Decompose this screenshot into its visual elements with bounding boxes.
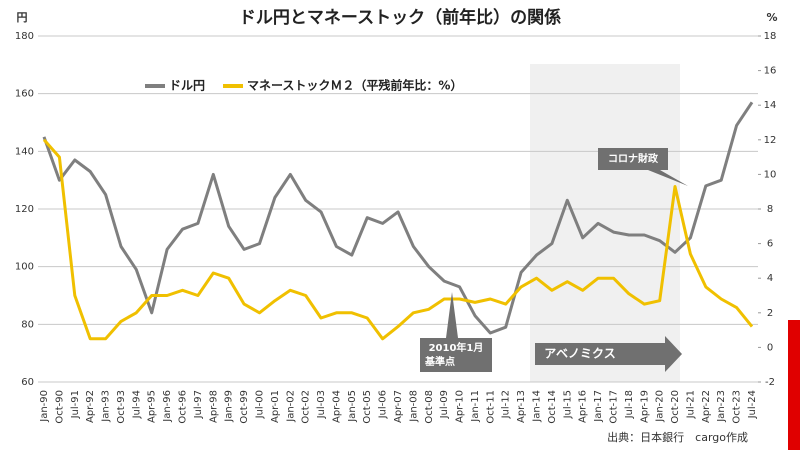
x-tick-label: Jul-03 [316, 390, 327, 419]
x-tick-label: Jul-24 [747, 390, 758, 419]
y2-tick-label: 6 [767, 239, 773, 250]
y-tick-label: 160 [15, 89, 34, 100]
y2-tick-label: -2 [765, 377, 775, 388]
x-tick-label: Jul-21 [685, 390, 696, 419]
x-tick-label: Jul-12 [501, 390, 512, 419]
x-tick-label: Jan-90 [39, 390, 50, 423]
y2-tick-label: 0 [767, 342, 773, 353]
base-point-label: 2010年1月 [429, 341, 484, 354]
x-tick-label: Oct-96 [178, 390, 189, 424]
corona-callout [598, 148, 688, 186]
x-tick-label: Apr-04 [331, 390, 342, 423]
x-tick-label: Jan-11 [470, 390, 481, 423]
x-tick-label: Jul-00 [254, 390, 265, 419]
y-tick-label: 140 [15, 146, 34, 157]
x-tick-label: Apr-13 [516, 390, 527, 423]
y2-tick-label: 8 [767, 204, 773, 215]
x-tick-label: Jul-09 [439, 390, 450, 419]
y-axis-label: 円 [17, 11, 28, 24]
x-tick-label: Jan-08 [408, 390, 419, 423]
x-tick-label: Jan-23 [716, 390, 727, 423]
y-tick-label: 100 [15, 262, 34, 273]
x-tick-label: Oct-20 [670, 390, 681, 424]
x-tick-label: Jul-06 [378, 390, 389, 419]
x-tick-label: Jan-02 [285, 390, 296, 423]
x-tick-label: Apr-19 [639, 390, 650, 423]
y-tick-label: 180 [15, 31, 34, 42]
x-tick-label: Jan-17 [593, 390, 604, 423]
x-tick-label: Jan-96 [162, 390, 173, 423]
x-tick-label: Oct-99 [239, 390, 250, 424]
y2-tick-label: 4 [767, 273, 773, 284]
x-tick-label: Apr-22 [701, 390, 712, 423]
y2-tick-label: 10 [764, 169, 777, 180]
x-tick-label: Jan-20 [655, 390, 666, 423]
abenomics-arrow [535, 336, 682, 372]
x-tick-label: Jan-99 [224, 390, 235, 423]
y-tick-label: 80 [21, 319, 34, 330]
x-tick-label: Oct-14 [547, 390, 558, 424]
x-tick-label: Jan-93 [101, 390, 112, 423]
x-tick-label: Jul-15 [562, 390, 573, 419]
x-tick-label: Jan-05 [347, 390, 358, 423]
abenomics-label: アベノミクス [544, 347, 615, 361]
x-tick-label: Apr-10 [455, 390, 466, 423]
x-tick-label: Apr-95 [147, 390, 158, 423]
corona-label: コロナ財政 [608, 152, 659, 165]
x-tick-label: Oct-90 [54, 390, 65, 424]
x-tick-label: Apr-07 [393, 390, 404, 423]
y2-axis-label: % [766, 11, 777, 24]
source: 出典：日本銀行 cargo作成 [607, 430, 748, 444]
abenomics-shade [530, 64, 680, 382]
x-tick-label: Oct-17 [608, 390, 619, 424]
base-point-label: 基準点 [424, 355, 455, 368]
base-point-callout [420, 292, 492, 372]
x-tick-label: Oct-05 [362, 390, 373, 424]
y2-tick-label: 2 [767, 308, 773, 319]
x-tick-label: Jul-94 [131, 390, 142, 419]
x-tick-label: Jan-14 [532, 390, 543, 423]
x-tick-label: Jul-18 [624, 390, 635, 419]
x-tick-label: Apr-16 [578, 390, 589, 423]
x-tick-label: Oct-23 [732, 390, 743, 424]
y2-tick-label: 14 [764, 100, 777, 111]
x-tick-label: Oct-02 [301, 390, 312, 424]
x-tick-label: Oct-93 [116, 390, 127, 424]
legend-label: マネーストックＭ２（平残前年比：%） [247, 78, 462, 93]
x-tick-label: Oct-08 [424, 390, 435, 424]
series-line [42, 138, 754, 341]
y-tick-label: 120 [15, 204, 34, 215]
y2-tick-label: 16 [764, 66, 777, 77]
y-tick-label: 60 [21, 377, 34, 388]
x-tick-label: Jul-91 [70, 390, 81, 419]
y2-tick-label: 18 [764, 31, 777, 42]
x-tick-label: Jul-97 [193, 390, 204, 419]
chart-title: ドル円とマネーストック（前年比）の関係 [239, 7, 561, 28]
series-line [42, 101, 754, 335]
y2-tick-label: 12 [764, 135, 777, 146]
x-tick-label: Oct-11 [485, 390, 496, 424]
x-tick-label: Apr-92 [85, 390, 96, 423]
decor-bar [788, 320, 800, 450]
x-tick-label: Apr-01 [270, 390, 281, 423]
legend-label: ドル円 [169, 79, 205, 93]
x-tick-label: Apr-98 [208, 390, 219, 423]
